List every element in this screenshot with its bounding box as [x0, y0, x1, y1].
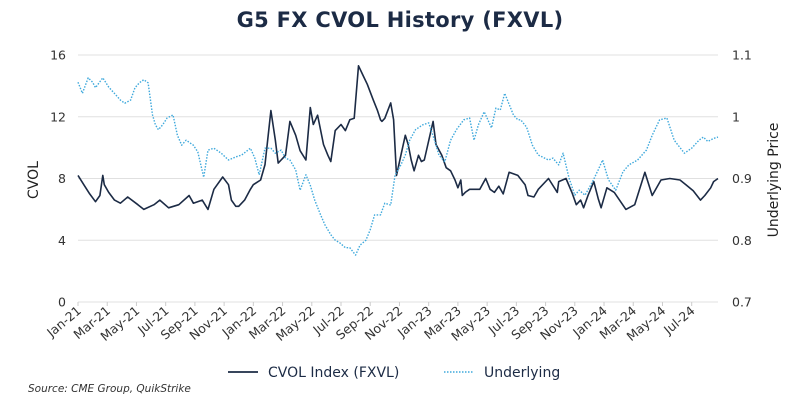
legend-label-cvol: CVOL Index (FXVL) — [268, 365, 399, 381]
legend-label-underlying: Underlying — [484, 365, 560, 381]
y-tick-label: 0 — [58, 295, 66, 310]
legend: CVOL Index (FXVL) Underlying — [228, 365, 560, 381]
x-tick-label: Jul-24 — [660, 303, 698, 338]
y-tick-label: 4 — [58, 233, 66, 248]
y-axis-right: 0.7 0.8 0.9 1 1.1 — [732, 48, 752, 310]
y2-tick-label: 0.8 — [732, 233, 752, 248]
legend-item-cvol[interactable]: CVOL Index (FXVL) — [228, 365, 399, 381]
series — [77, 65, 719, 256]
y-axis-title: CVOL — [26, 161, 42, 199]
series-line-cvol — [77, 65, 719, 211]
y2-tick-label: 0.7 — [732, 295, 752, 310]
y2-tick-label: 1 — [732, 109, 740, 124]
y-tick-label: 12 — [50, 109, 66, 124]
x-axis: Jan-21Mar-21May-21Jul-21Sep-21Nov-21Jan-… — [43, 302, 698, 344]
source-note: Source: CME Group, QuikStrike — [28, 383, 191, 395]
series-line-underlying — [77, 77, 719, 256]
gridlines — [78, 54, 718, 303]
y2-tick-label: 0.9 — [732, 171, 752, 186]
y2-axis-title: Underlying Price — [766, 123, 782, 238]
y-tick-label: 8 — [58, 171, 66, 186]
y-tick-label: 16 — [50, 48, 66, 63]
y2-tick-label: 1.1 — [732, 48, 752, 63]
legend-item-underlying[interactable]: Underlying — [444, 365, 560, 381]
chart-title: G5 FX CVOL History (FXVL) — [236, 8, 564, 32]
y-axis-left: 0 4 8 12 16 — [50, 48, 66, 310]
